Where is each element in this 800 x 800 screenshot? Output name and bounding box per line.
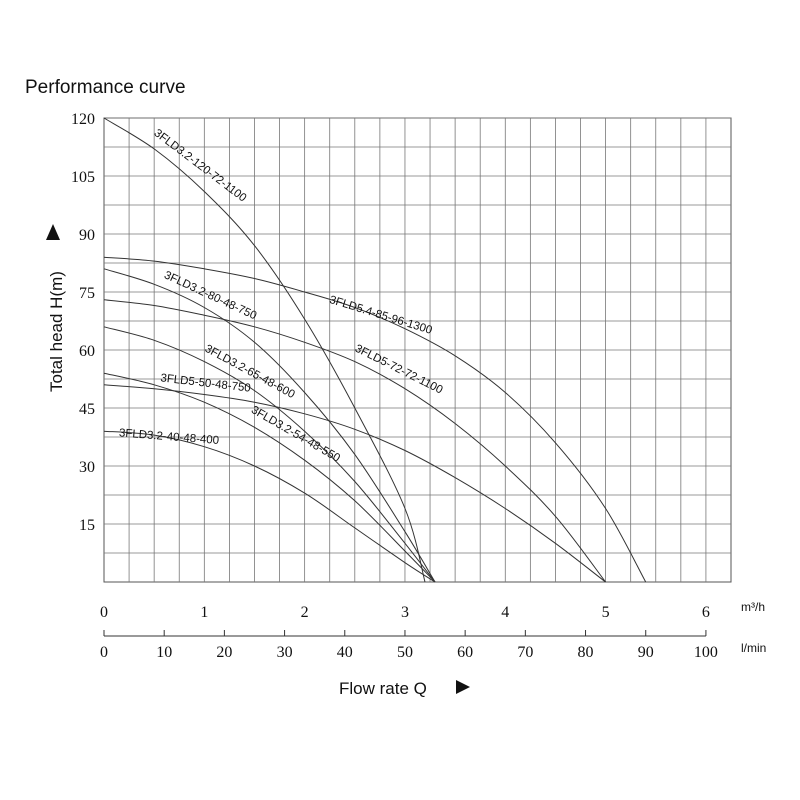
x-tick-label-m3h: 5	[602, 604, 610, 621]
x-axis-m3h: 0 1 2 3 4 5 6 m³/h	[100, 600, 765, 621]
x-axis-label-group: Flow rate Q	[339, 679, 470, 698]
performance-curve	[103, 384, 606, 583]
curve-label: 3FLD5-72-72-1100	[353, 343, 445, 397]
y-tick-label: 90	[79, 227, 95, 244]
x-axis-label: Flow rate Q	[339, 679, 427, 698]
x-tick-label-lmin: 10	[156, 644, 172, 661]
y-tick-label: 120	[71, 111, 95, 128]
plot-grid	[103, 117, 732, 583]
x-tick-label-m3h: 1	[200, 604, 208, 621]
performance-curve	[103, 268, 436, 583]
x-tick-label-lmin: 100	[694, 644, 718, 661]
curve-label: 3FLD3.2-80-48-750	[162, 269, 258, 322]
x-unit-m3h: m³/h	[741, 600, 765, 614]
x-axis-arrow-icon	[456, 680, 470, 694]
x-tick-label-lmin: 90	[638, 644, 654, 661]
x-tick-label-m3h: 3	[401, 604, 409, 621]
y-axis-label: Total head H(m)	[47, 271, 66, 392]
y-axis-arrow-icon	[46, 224, 60, 240]
x-axis-lmin: 0 10 20 30 40 50 60 70 80 90 100 l/min	[100, 630, 766, 661]
y-tick-label: 45	[79, 401, 95, 418]
chart-title: Performance curve	[25, 77, 186, 98]
performance-curve	[103, 372, 436, 583]
x-tick-label-lmin: 0	[100, 644, 108, 661]
x-tick-label-m3h: 2	[301, 604, 309, 621]
y-tick-label: 75	[79, 285, 95, 302]
y-tick-label: 60	[79, 343, 95, 360]
x-unit-lmin: l/min	[741, 641, 766, 655]
x-tick-label-lmin: 40	[337, 644, 353, 661]
curve-group	[103, 117, 647, 583]
y-tick-label: 30	[79, 459, 95, 476]
curve-label: 3FLD5.4-85-96-1300	[328, 294, 434, 337]
curve-label-group: 3FLD3.2-120-72-1100 3FLD5.4-85-96-1300 3FL…	[118, 127, 444, 464]
y-tick-labels: 15 30 45 60 75 90 105 120	[71, 111, 95, 534]
x-tick-label-lmin: 80	[578, 644, 594, 661]
y-axis-label-group: Total head H(m)	[46, 224, 66, 392]
performance-curve	[103, 117, 426, 583]
x-tick-label-m3h: 0	[100, 604, 108, 621]
performance-curve	[103, 326, 436, 583]
curve-label: 3FLD3.2-120-72-1100	[152, 127, 249, 204]
curve-label: 3FLD3.2-54-48-550	[249, 404, 342, 465]
x-tick-label-lmin: 20	[216, 644, 232, 661]
x-tick-label-lmin: 70	[517, 644, 533, 661]
performance-curve	[103, 256, 647, 583]
x-tick-label-m3h: 4	[501, 604, 509, 621]
y-tick-label: 15	[79, 517, 95, 534]
performance-curve	[103, 430, 436, 583]
performance-curve	[103, 299, 606, 583]
y-tick-label: 105	[71, 169, 95, 186]
x-tick-label-lmin: 50	[397, 644, 413, 661]
x-tick-label-lmin: 30	[277, 644, 293, 661]
x-tick-label-m3h: 6	[702, 604, 710, 621]
curve-label: 3FLD5-50-48-750	[160, 372, 252, 394]
x-tick-label-lmin: 60	[457, 644, 473, 661]
